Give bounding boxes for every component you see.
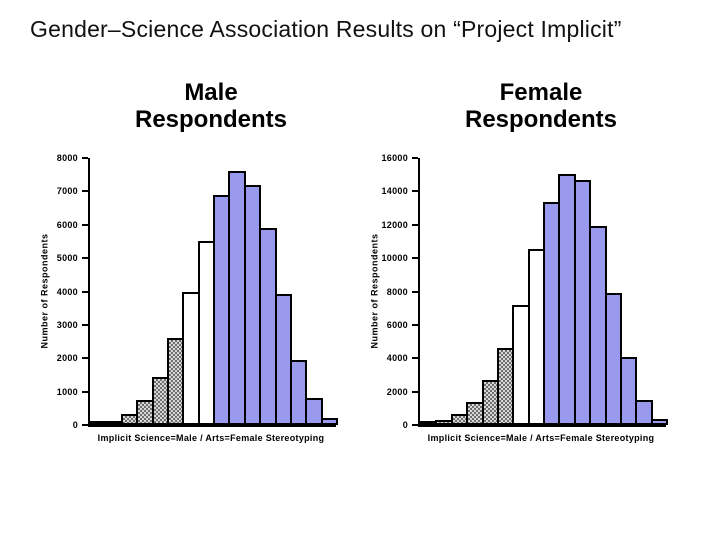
histogram-bar <box>650 418 668 425</box>
y-tick-label: 10000 <box>381 253 408 264</box>
y-tick-mark <box>82 290 88 293</box>
y-tick-label: 0 <box>402 420 408 430</box>
y-tick-mark <box>82 190 88 193</box>
y-tick-mark <box>412 257 418 260</box>
plot-area: 0 1000 2000 3000 4000 5000 6000 7000 8000 <box>57 153 338 430</box>
y-tick-mark <box>412 357 418 360</box>
y-tick-label: 16000 <box>381 153 408 163</box>
chart-female-respondents: Female Respondents Number of Respondents… <box>360 75 690 485</box>
histogram-bar <box>320 417 338 425</box>
y-tick-label: 7000 <box>56 186 78 197</box>
y-tick-label: 1000 <box>56 386 78 397</box>
x-axis-label: Implicit Science=Male / Arts=Female Ster… <box>97 433 325 443</box>
y-tick-mark <box>82 357 88 360</box>
histogram-bar <box>289 359 308 425</box>
y-tick-label: 8000 <box>56 153 78 163</box>
y-tick-mark <box>412 390 418 393</box>
y-tick-label: 4000 <box>386 353 408 364</box>
y-tick-label: 8000 <box>386 286 408 297</box>
y-tick-mark <box>412 323 418 326</box>
plot-area: 0 2000 4000 6000 8000 10000 12000 14000 16000 <box>381 153 668 430</box>
y-tick-mark <box>82 157 88 159</box>
y-tick-label: 6000 <box>386 319 408 330</box>
y-tick-label: 6000 <box>56 219 78 230</box>
page-title: Gender–Science Association Results on “P… <box>30 16 622 42</box>
y-tick-mark <box>412 290 418 293</box>
y-tick-label: 12000 <box>381 219 408 230</box>
y-tick-mark <box>82 257 88 260</box>
y-tick-label: 4000 <box>56 286 78 297</box>
chart-title-male: Male Respondents <box>134 79 287 133</box>
y-tick-mark <box>412 424 418 426</box>
histogram-bar <box>619 357 638 425</box>
y-tick-mark <box>82 323 88 326</box>
y-tick-mark <box>82 223 88 226</box>
y-tick-label: 0 <box>72 420 78 430</box>
histogram-bar <box>274 293 292 425</box>
y-tick-mark <box>82 424 88 426</box>
y-tick-label: 3000 <box>56 319 78 330</box>
y-tick-label: 2000 <box>56 353 78 364</box>
chart-male-respondents: Male Respondents Number of Respondents 0… <box>30 75 360 485</box>
x-axis-label: Implicit Science=Male / Arts=Female Ster… <box>427 433 655 443</box>
y-tick-label: 5000 <box>56 253 78 264</box>
y-tick-label: 2000 <box>386 386 408 397</box>
chart-title-female: Female Respondents <box>464 79 617 133</box>
y-tick-label: 14000 <box>381 186 408 197</box>
y-tick-mark <box>412 190 418 193</box>
histogram-bar <box>305 397 323 425</box>
y-tick-mark <box>412 157 418 159</box>
y-tick-mark <box>412 223 418 226</box>
y-tick-mark <box>82 390 88 393</box>
histogram-bar <box>635 399 653 425</box>
